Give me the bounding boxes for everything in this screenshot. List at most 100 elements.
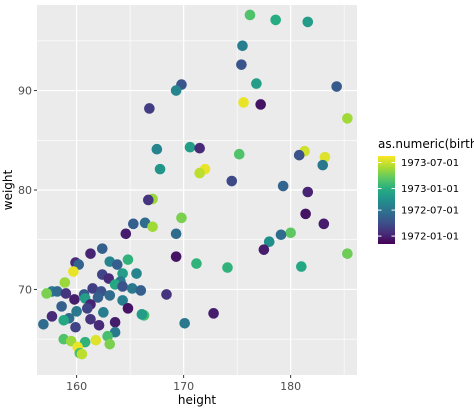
- data-point: [251, 78, 262, 89]
- data-point: [104, 338, 116, 350]
- data-points: [38, 9, 353, 360]
- data-point: [126, 283, 138, 294]
- data-point: [117, 295, 128, 306]
- data-point: [170, 228, 182, 240]
- data-point: [85, 248, 96, 259]
- data-point: [270, 14, 281, 26]
- data-point: [135, 285, 147, 296]
- data-point: [179, 317, 190, 329]
- data-point: [59, 277, 71, 288]
- data-point: [144, 103, 155, 114]
- data-point: [244, 9, 256, 21]
- data-point: [263, 236, 275, 248]
- data-point: [293, 149, 305, 161]
- data-point: [92, 292, 104, 303]
- data-point: [131, 268, 142, 279]
- legend-title: as.numeric(birth): [378, 137, 474, 151]
- data-point: [318, 218, 330, 230]
- data-point: [76, 348, 88, 360]
- data-point: [122, 303, 134, 314]
- data-point: [147, 221, 158, 233]
- y-axis-title: weight: [1, 169, 15, 210]
- data-point: [194, 142, 205, 154]
- data-point: [79, 336, 91, 348]
- data-point: [109, 316, 121, 328]
- data-point: [342, 113, 353, 124]
- data-point: [46, 311, 58, 322]
- legend: as.numeric(birth) 1973-07-011973-01-0119…: [378, 137, 474, 244]
- data-point: [331, 81, 342, 92]
- data-point: [102, 330, 113, 342]
- legend-ticks: 1973-07-01 1973-01-01 1972-07-01 1972-01-01: [378, 158, 459, 243]
- data-point: [98, 307, 109, 318]
- data-point: [71, 306, 82, 317]
- data-point: [302, 16, 314, 28]
- data-point: [56, 301, 67, 312]
- legend-label: 1973-01-01: [401, 184, 459, 195]
- data-point: [85, 314, 96, 325]
- data-point: [319, 151, 331, 163]
- data-point: [296, 261, 307, 272]
- x-tick-label: 160: [66, 380, 87, 393]
- data-point: [154, 163, 166, 175]
- data-point: [68, 266, 79, 277]
- data-point: [176, 212, 187, 224]
- data-point: [222, 262, 233, 273]
- data-point: [184, 141, 196, 153]
- data-point: [170, 85, 182, 96]
- data-point: [236, 59, 247, 70]
- data-point: [60, 288, 72, 299]
- data-point: [170, 251, 182, 262]
- y-tick-label: 70: [18, 283, 32, 296]
- x-tick-label: 170: [173, 380, 194, 393]
- data-point: [302, 186, 314, 198]
- data-point: [120, 228, 132, 240]
- legend-label: 1973-07-01: [401, 158, 459, 169]
- data-point: [41, 288, 52, 299]
- data-point: [96, 243, 108, 254]
- data-point: [58, 314, 70, 326]
- data-point: [300, 208, 311, 220]
- data-point: [285, 227, 296, 239]
- data-point: [191, 258, 202, 269]
- data-point: [342, 248, 353, 259]
- data-point: [275, 229, 287, 241]
- data-point: [82, 303, 93, 314]
- x-tick-label: 180: [280, 380, 301, 393]
- data-point: [258, 244, 270, 255]
- data-point: [233, 148, 245, 160]
- data-point: [317, 159, 329, 171]
- data-point: [238, 97, 249, 108]
- data-point: [70, 321, 81, 333]
- data-point: [208, 308, 219, 319]
- data-point: [117, 281, 128, 292]
- x-axis-title: height: [178, 393, 217, 407]
- data-point: [87, 283, 98, 294]
- data-point: [93, 319, 105, 331]
- data-point: [111, 259, 123, 270]
- data-point: [52, 286, 63, 297]
- data-point: [194, 167, 205, 179]
- y-tick-label: 90: [18, 85, 32, 98]
- data-point: [128, 218, 139, 230]
- legend-label: 1972-07-01: [401, 206, 459, 217]
- data-point: [143, 194, 154, 206]
- x-axis: 160 170 180: [66, 375, 301, 393]
- data-point: [237, 40, 248, 52]
- data-point: [255, 99, 266, 110]
- colorbar: [378, 156, 395, 244]
- data-point: [151, 143, 163, 155]
- data-point: [136, 309, 148, 320]
- data-point: [104, 290, 116, 301]
- data-point: [69, 294, 80, 305]
- data-point: [277, 180, 289, 192]
- y-axis: 70 80 90: [18, 85, 37, 296]
- data-point: [122, 254, 134, 265]
- data-point: [226, 175, 238, 187]
- y-tick-label: 80: [18, 184, 32, 197]
- data-point: [38, 318, 49, 330]
- legend-label: 1972-01-01: [401, 232, 459, 243]
- data-point: [90, 334, 102, 346]
- data-point: [117, 268, 128, 279]
